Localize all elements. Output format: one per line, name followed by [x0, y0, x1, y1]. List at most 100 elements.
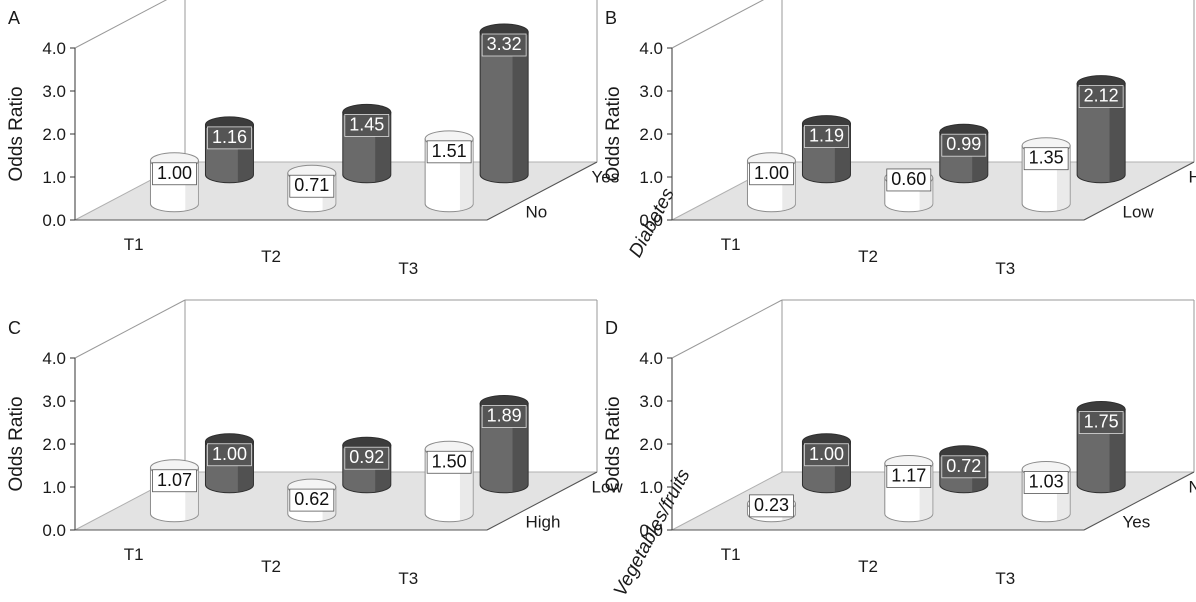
- data-label: 1.35: [1029, 148, 1064, 168]
- bar-1: 0.71: [287, 164, 337, 213]
- x-category-label: T2: [858, 557, 878, 576]
- data-label-box: [804, 125, 849, 148]
- data-label-box: [1078, 411, 1124, 434]
- floor-right-edge: [486, 161, 598, 221]
- panel-letter: B: [605, 8, 617, 28]
- y-tick-label: 2.0: [639, 435, 663, 454]
- y-tick-label: 1.0: [42, 478, 66, 497]
- bar-shade: [1109, 83, 1126, 182]
- data-label: 0.60: [891, 169, 926, 189]
- y-tick-label: 4.0: [42, 39, 66, 58]
- y-tick-label: 3.0: [639, 82, 663, 101]
- bar-2: 1.50: [424, 440, 474, 523]
- y-tick-label: 1.0: [42, 168, 66, 187]
- floor-right-edge: [1083, 471, 1195, 531]
- panel-letter: A: [8, 8, 20, 28]
- y-tick-label: 2.0: [639, 125, 663, 144]
- y-tick-label: 4.0: [639, 349, 663, 368]
- data-label: 1.19: [809, 126, 844, 146]
- data-label-box: [749, 494, 794, 518]
- data-label-box: [152, 162, 197, 186]
- floor-right-edge: [1083, 161, 1195, 221]
- y-tick-label: 1.0: [639, 478, 663, 497]
- data-label: 1.03: [1029, 471, 1064, 491]
- data-label: 1.00: [157, 163, 192, 183]
- data-label-box: [1078, 85, 1124, 108]
- x-category-label: T2: [858, 247, 878, 266]
- depth-series-label: Yes: [1123, 512, 1151, 531]
- bar-2: 1.03: [1021, 460, 1071, 523]
- bar-1: 1.45: [342, 103, 392, 184]
- x-category-label: T3: [995, 259, 1015, 278]
- y-tick-label: 0.0: [42, 211, 66, 230]
- y-tick-label: 2.0: [42, 125, 66, 144]
- bar-2: 1.35: [1021, 137, 1071, 213]
- data-label: 1.16: [212, 127, 247, 147]
- depth-series-label: Low: [1123, 202, 1155, 221]
- y-tick-label: 2.0: [42, 435, 66, 454]
- data-label-box: [481, 33, 527, 57]
- data-label: 0.72: [946, 456, 981, 476]
- data-label-box: [152, 469, 197, 493]
- y-tick-label: 0.0: [639, 211, 663, 230]
- depth-series-label: No: [526, 202, 548, 221]
- data-label: 0.62: [294, 489, 329, 509]
- data-label-box: [941, 133, 987, 157]
- x-category-label: T3: [398, 569, 418, 588]
- x-category-label: T1: [721, 235, 741, 254]
- data-label: 1.00: [754, 163, 789, 183]
- data-label: 0.92: [349, 447, 384, 467]
- panel-c: 0.0 1.0 2.0 3.0 4.0 Odds Ratio C 1.00 0.92 1.89 1.…: [6, 299, 695, 600]
- y-tick-label: 4.0: [42, 349, 66, 368]
- data-label-box: [804, 443, 849, 467]
- data-label: 1.00: [212, 444, 247, 464]
- data-label: 1.07: [157, 470, 192, 490]
- y-tick-label: 1.0: [639, 168, 663, 187]
- x-category-label: T1: [721, 545, 741, 564]
- x-category-label: T3: [398, 259, 418, 278]
- data-label: 0.71: [294, 175, 329, 195]
- depth-series-label: Yes: [592, 168, 620, 187]
- y-tick-label: 3.0: [639, 392, 663, 411]
- bar-1: 0.99: [939, 123, 989, 184]
- x-category-label: T1: [124, 545, 144, 564]
- data-label-box: [1023, 147, 1069, 171]
- data-label-box: [289, 488, 335, 512]
- bar-2: 1.89: [479, 394, 529, 494]
- data-label: 1.51: [432, 141, 467, 161]
- y-tick-label: 0.0: [639, 521, 663, 540]
- data-label-box: [886, 465, 932, 488]
- y-tick-label: 3.0: [42, 392, 66, 411]
- y-axis-title: Odds Ratio: [603, 396, 624, 491]
- panel-a: 0.0 1.0 2.0 3.0 4.0 Odds Ratio A 1.16 1.45 3.32 1.…: [6, 0, 679, 278]
- bar-0: 1.16: [204, 116, 254, 184]
- panel-b: 0.0 1.0 2.0 3.0 4.0 Odds Ratio B 1.19 0.99 2.12 1.…: [603, 0, 1196, 278]
- bar-1: 0.72: [939, 445, 989, 494]
- bar-0: 1.00: [801, 433, 851, 494]
- x-category-label: T2: [261, 557, 281, 576]
- x-category-label: T1: [124, 235, 144, 254]
- x-category-label: T3: [995, 569, 1015, 588]
- data-label-box: [289, 174, 335, 198]
- depth-series-label: No: [1189, 478, 1196, 497]
- bar-2: 3.32: [479, 23, 529, 184]
- data-label: 0.23: [754, 495, 789, 515]
- bar-2: 1.51: [424, 130, 474, 213]
- data-label: 2.12: [1084, 86, 1119, 106]
- bar-0: 1.00: [746, 152, 796, 213]
- data-label-box: [207, 126, 252, 150]
- x-category-label: T2: [261, 247, 281, 266]
- data-label: 1.45: [349, 114, 384, 134]
- bar-0: 0.23: [746, 494, 796, 523]
- bar-1: 0.92: [342, 436, 392, 494]
- data-label: 1.75: [1084, 412, 1119, 432]
- y-axis-title: Odds Ratio: [603, 86, 624, 181]
- data-label-box: [481, 405, 527, 428]
- depth-series-label: High: [526, 512, 561, 531]
- bar-1: 0.60: [884, 168, 934, 213]
- depth-series-label: High: [1189, 168, 1196, 187]
- data-label: 0.99: [946, 134, 981, 154]
- data-label: 1.17: [891, 465, 926, 485]
- data-label-box: [749, 162, 794, 186]
